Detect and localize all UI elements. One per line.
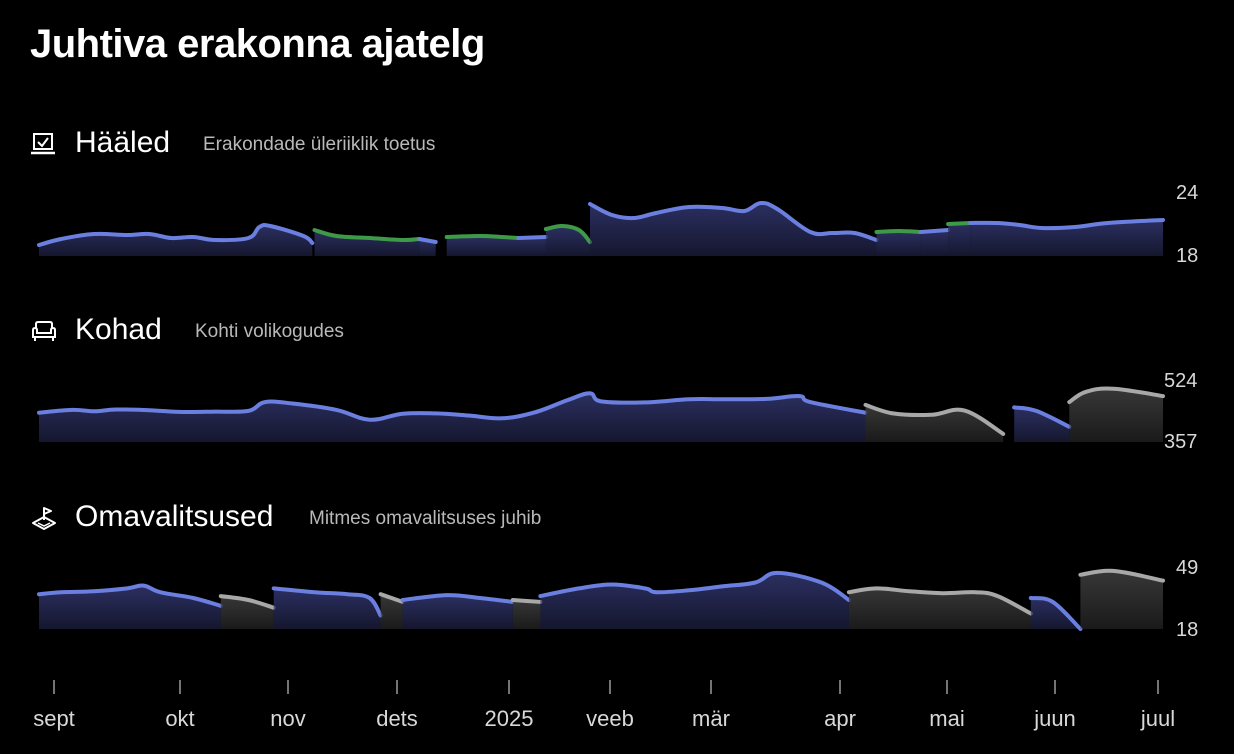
series-line bbox=[37, 583, 223, 608]
series-area bbox=[540, 572, 849, 629]
series-line bbox=[968, 218, 1165, 231]
series-area bbox=[920, 230, 949, 256]
series-area bbox=[590, 202, 877, 256]
x-tick-label: mär bbox=[692, 706, 730, 731]
series-line bbox=[218, 594, 276, 610]
y-bottom-label: 18 bbox=[1176, 245, 1199, 267]
series-line bbox=[1028, 596, 1083, 631]
series-line bbox=[1078, 568, 1165, 583]
series-line bbox=[918, 228, 951, 234]
series-line bbox=[400, 593, 515, 604]
series-line bbox=[516, 235, 548, 240]
series-line bbox=[543, 223, 592, 244]
series-line bbox=[510, 598, 543, 604]
series-area bbox=[1069, 388, 1163, 442]
panel-subtitle: Kohti volikogudes bbox=[195, 321, 344, 342]
x-tick-label: apr bbox=[824, 706, 856, 731]
y-bottom-label: 357 bbox=[1164, 431, 1198, 453]
series-area bbox=[848, 588, 1031, 629]
series-line bbox=[1012, 405, 1072, 429]
y-top-label: 49 bbox=[1176, 557, 1199, 579]
x-tick-label: sept bbox=[33, 706, 75, 731]
y-top-label: 24 bbox=[1176, 182, 1199, 204]
x-tick-label: juul bbox=[1140, 706, 1176, 731]
series-area bbox=[512, 600, 541, 629]
series-line bbox=[1067, 386, 1165, 405]
series-area bbox=[39, 393, 866, 442]
ballot-box-icon bbox=[31, 133, 55, 155]
series-area bbox=[39, 225, 313, 256]
panel-subtitle: Mitmes omavalitsuses juhib bbox=[309, 508, 542, 529]
sofa-icon bbox=[32, 321, 56, 341]
x-tick-label: mai bbox=[929, 706, 965, 731]
series-area bbox=[273, 588, 381, 629]
series-area bbox=[876, 231, 921, 256]
series-line bbox=[271, 586, 383, 618]
series-area bbox=[518, 237, 546, 256]
series-line bbox=[37, 391, 868, 422]
series-area bbox=[545, 225, 590, 256]
panel-title: Kohad bbox=[75, 313, 162, 346]
x-tick-label: nov bbox=[270, 706, 306, 731]
x-tick-label: veeb bbox=[586, 706, 634, 731]
x-tick-label: 2025 bbox=[484, 706, 534, 731]
series-line bbox=[588, 200, 879, 242]
series-area bbox=[446, 236, 519, 256]
page-title: Juhtiva erakonna ajatelg bbox=[30, 22, 485, 66]
y-bottom-label: 18 bbox=[1176, 619, 1199, 641]
series-area bbox=[402, 595, 513, 629]
x-tick-label: juun bbox=[1034, 706, 1076, 731]
x-tick-label: dets bbox=[376, 706, 418, 731]
location-pin-icon bbox=[32, 507, 56, 530]
series-area bbox=[380, 594, 403, 629]
x-tick-label: okt bbox=[165, 706, 195, 731]
series-area bbox=[948, 223, 971, 256]
series-line bbox=[444, 234, 521, 240]
y-top-label: 524 bbox=[1164, 370, 1198, 392]
series-area bbox=[970, 220, 1163, 256]
series-area bbox=[1080, 570, 1163, 629]
panel-title: Hääled bbox=[75, 126, 171, 159]
series-line bbox=[863, 402, 1006, 436]
series-area bbox=[1014, 407, 1070, 442]
panel-title: Omavalitsused bbox=[75, 500, 274, 533]
series-line bbox=[874, 229, 923, 234]
series-line bbox=[417, 237, 438, 244]
series-line bbox=[846, 586, 1033, 616]
series-line bbox=[312, 228, 422, 243]
panel-subtitle: Erakondade üleriiklik toetus bbox=[203, 134, 436, 155]
series-area bbox=[1030, 598, 1081, 629]
series-line bbox=[37, 223, 315, 247]
series-line bbox=[538, 570, 851, 602]
series-line bbox=[946, 221, 973, 226]
